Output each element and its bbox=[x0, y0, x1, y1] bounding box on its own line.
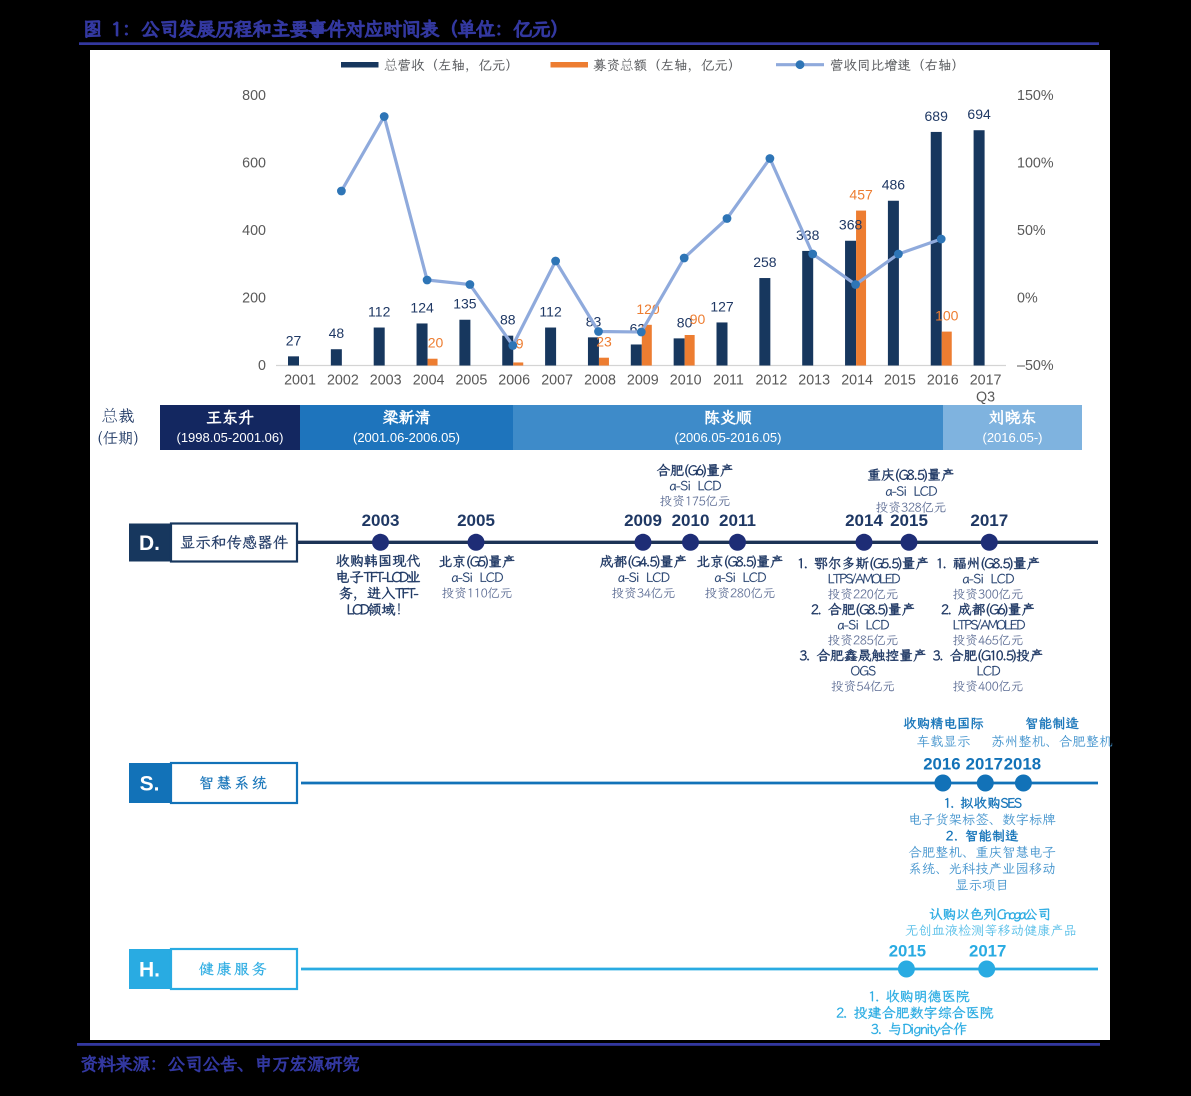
svg-text:2016: 2016 bbox=[927, 373, 959, 389]
svg-text:112: 112 bbox=[539, 304, 562, 320]
svg-text:(2001.06-2006.05): (2001.06-2006.05) bbox=[353, 430, 460, 445]
svg-text:689: 689 bbox=[925, 108, 949, 124]
svg-text:20: 20 bbox=[428, 335, 444, 351]
svg-text:112: 112 bbox=[368, 304, 391, 320]
svg-text:694: 694 bbox=[967, 106, 991, 122]
svg-text:88: 88 bbox=[500, 312, 516, 328]
svg-text:D.: D. bbox=[139, 532, 160, 555]
svg-text:0: 0 bbox=[258, 358, 266, 374]
svg-text:(2016.05-): (2016.05-) bbox=[983, 430, 1043, 445]
svg-text:Q3: Q3 bbox=[976, 390, 995, 406]
svg-text:258: 258 bbox=[753, 254, 777, 270]
svg-text:0%: 0% bbox=[1017, 291, 1038, 307]
svg-text:100: 100 bbox=[935, 308, 959, 324]
svg-text:127: 127 bbox=[710, 298, 734, 314]
svg-text:2003: 2003 bbox=[370, 373, 402, 389]
svg-text:2014: 2014 bbox=[841, 373, 873, 389]
svg-text:9: 9 bbox=[516, 335, 524, 351]
svg-text:457: 457 bbox=[849, 187, 873, 203]
svg-text:2017: 2017 bbox=[966, 755, 1003, 774]
svg-text:2015: 2015 bbox=[884, 373, 916, 389]
svg-text:23: 23 bbox=[596, 334, 612, 350]
svg-text:90: 90 bbox=[690, 311, 706, 327]
svg-text:200: 200 bbox=[242, 291, 266, 307]
svg-text:2016: 2016 bbox=[923, 755, 960, 774]
svg-text:2002: 2002 bbox=[327, 373, 359, 389]
svg-text:H.: H. bbox=[139, 959, 160, 982]
svg-text:2001: 2001 bbox=[284, 373, 316, 389]
svg-text:2003: 2003 bbox=[362, 511, 400, 530]
svg-text:150%: 150% bbox=[1017, 88, 1054, 104]
svg-text:486: 486 bbox=[882, 177, 906, 193]
svg-text:80: 80 bbox=[677, 314, 693, 330]
svg-text:2015: 2015 bbox=[889, 942, 926, 961]
svg-text:(1998.05-2001.06): (1998.05-2001.06) bbox=[177, 430, 284, 445]
svg-text:124: 124 bbox=[410, 300, 434, 316]
svg-text:2014: 2014 bbox=[845, 511, 883, 530]
svg-text:2012: 2012 bbox=[755, 373, 787, 389]
svg-text:2015: 2015 bbox=[890, 511, 928, 530]
svg-text:27: 27 bbox=[286, 332, 302, 348]
svg-text:135: 135 bbox=[453, 296, 477, 312]
svg-text:(2006.05-2016.05): (2006.05-2016.05) bbox=[675, 430, 782, 445]
svg-text:–50%: –50% bbox=[1017, 358, 1054, 374]
svg-text:S.: S. bbox=[140, 773, 160, 796]
svg-text:2011: 2011 bbox=[719, 511, 756, 530]
svg-text:2009: 2009 bbox=[627, 373, 659, 389]
svg-text:368: 368 bbox=[839, 217, 863, 233]
svg-text:2004: 2004 bbox=[413, 373, 445, 389]
svg-text:2010: 2010 bbox=[670, 373, 702, 389]
svg-text:2017: 2017 bbox=[969, 942, 1006, 961]
svg-text:50%: 50% bbox=[1017, 223, 1046, 239]
svg-text:2017: 2017 bbox=[970, 511, 1008, 530]
svg-text:400: 400 bbox=[242, 223, 266, 239]
svg-text:2007: 2007 bbox=[541, 373, 573, 389]
svg-text:2005: 2005 bbox=[457, 511, 495, 530]
svg-text:2017: 2017 bbox=[970, 373, 1002, 389]
svg-text:600: 600 bbox=[242, 156, 266, 172]
svg-text:2009: 2009 bbox=[624, 511, 662, 530]
svg-text:2013: 2013 bbox=[798, 373, 830, 389]
svg-text:2006: 2006 bbox=[498, 373, 530, 389]
svg-text:2005: 2005 bbox=[455, 373, 487, 389]
svg-text:2008: 2008 bbox=[584, 373, 616, 389]
svg-text:2010: 2010 bbox=[672, 511, 710, 530]
svg-text:48: 48 bbox=[329, 325, 345, 341]
svg-text:100%: 100% bbox=[1017, 156, 1054, 172]
svg-text:2011: 2011 bbox=[713, 373, 744, 389]
svg-text:2018: 2018 bbox=[1004, 755, 1041, 774]
svg-text:800: 800 bbox=[242, 88, 266, 104]
